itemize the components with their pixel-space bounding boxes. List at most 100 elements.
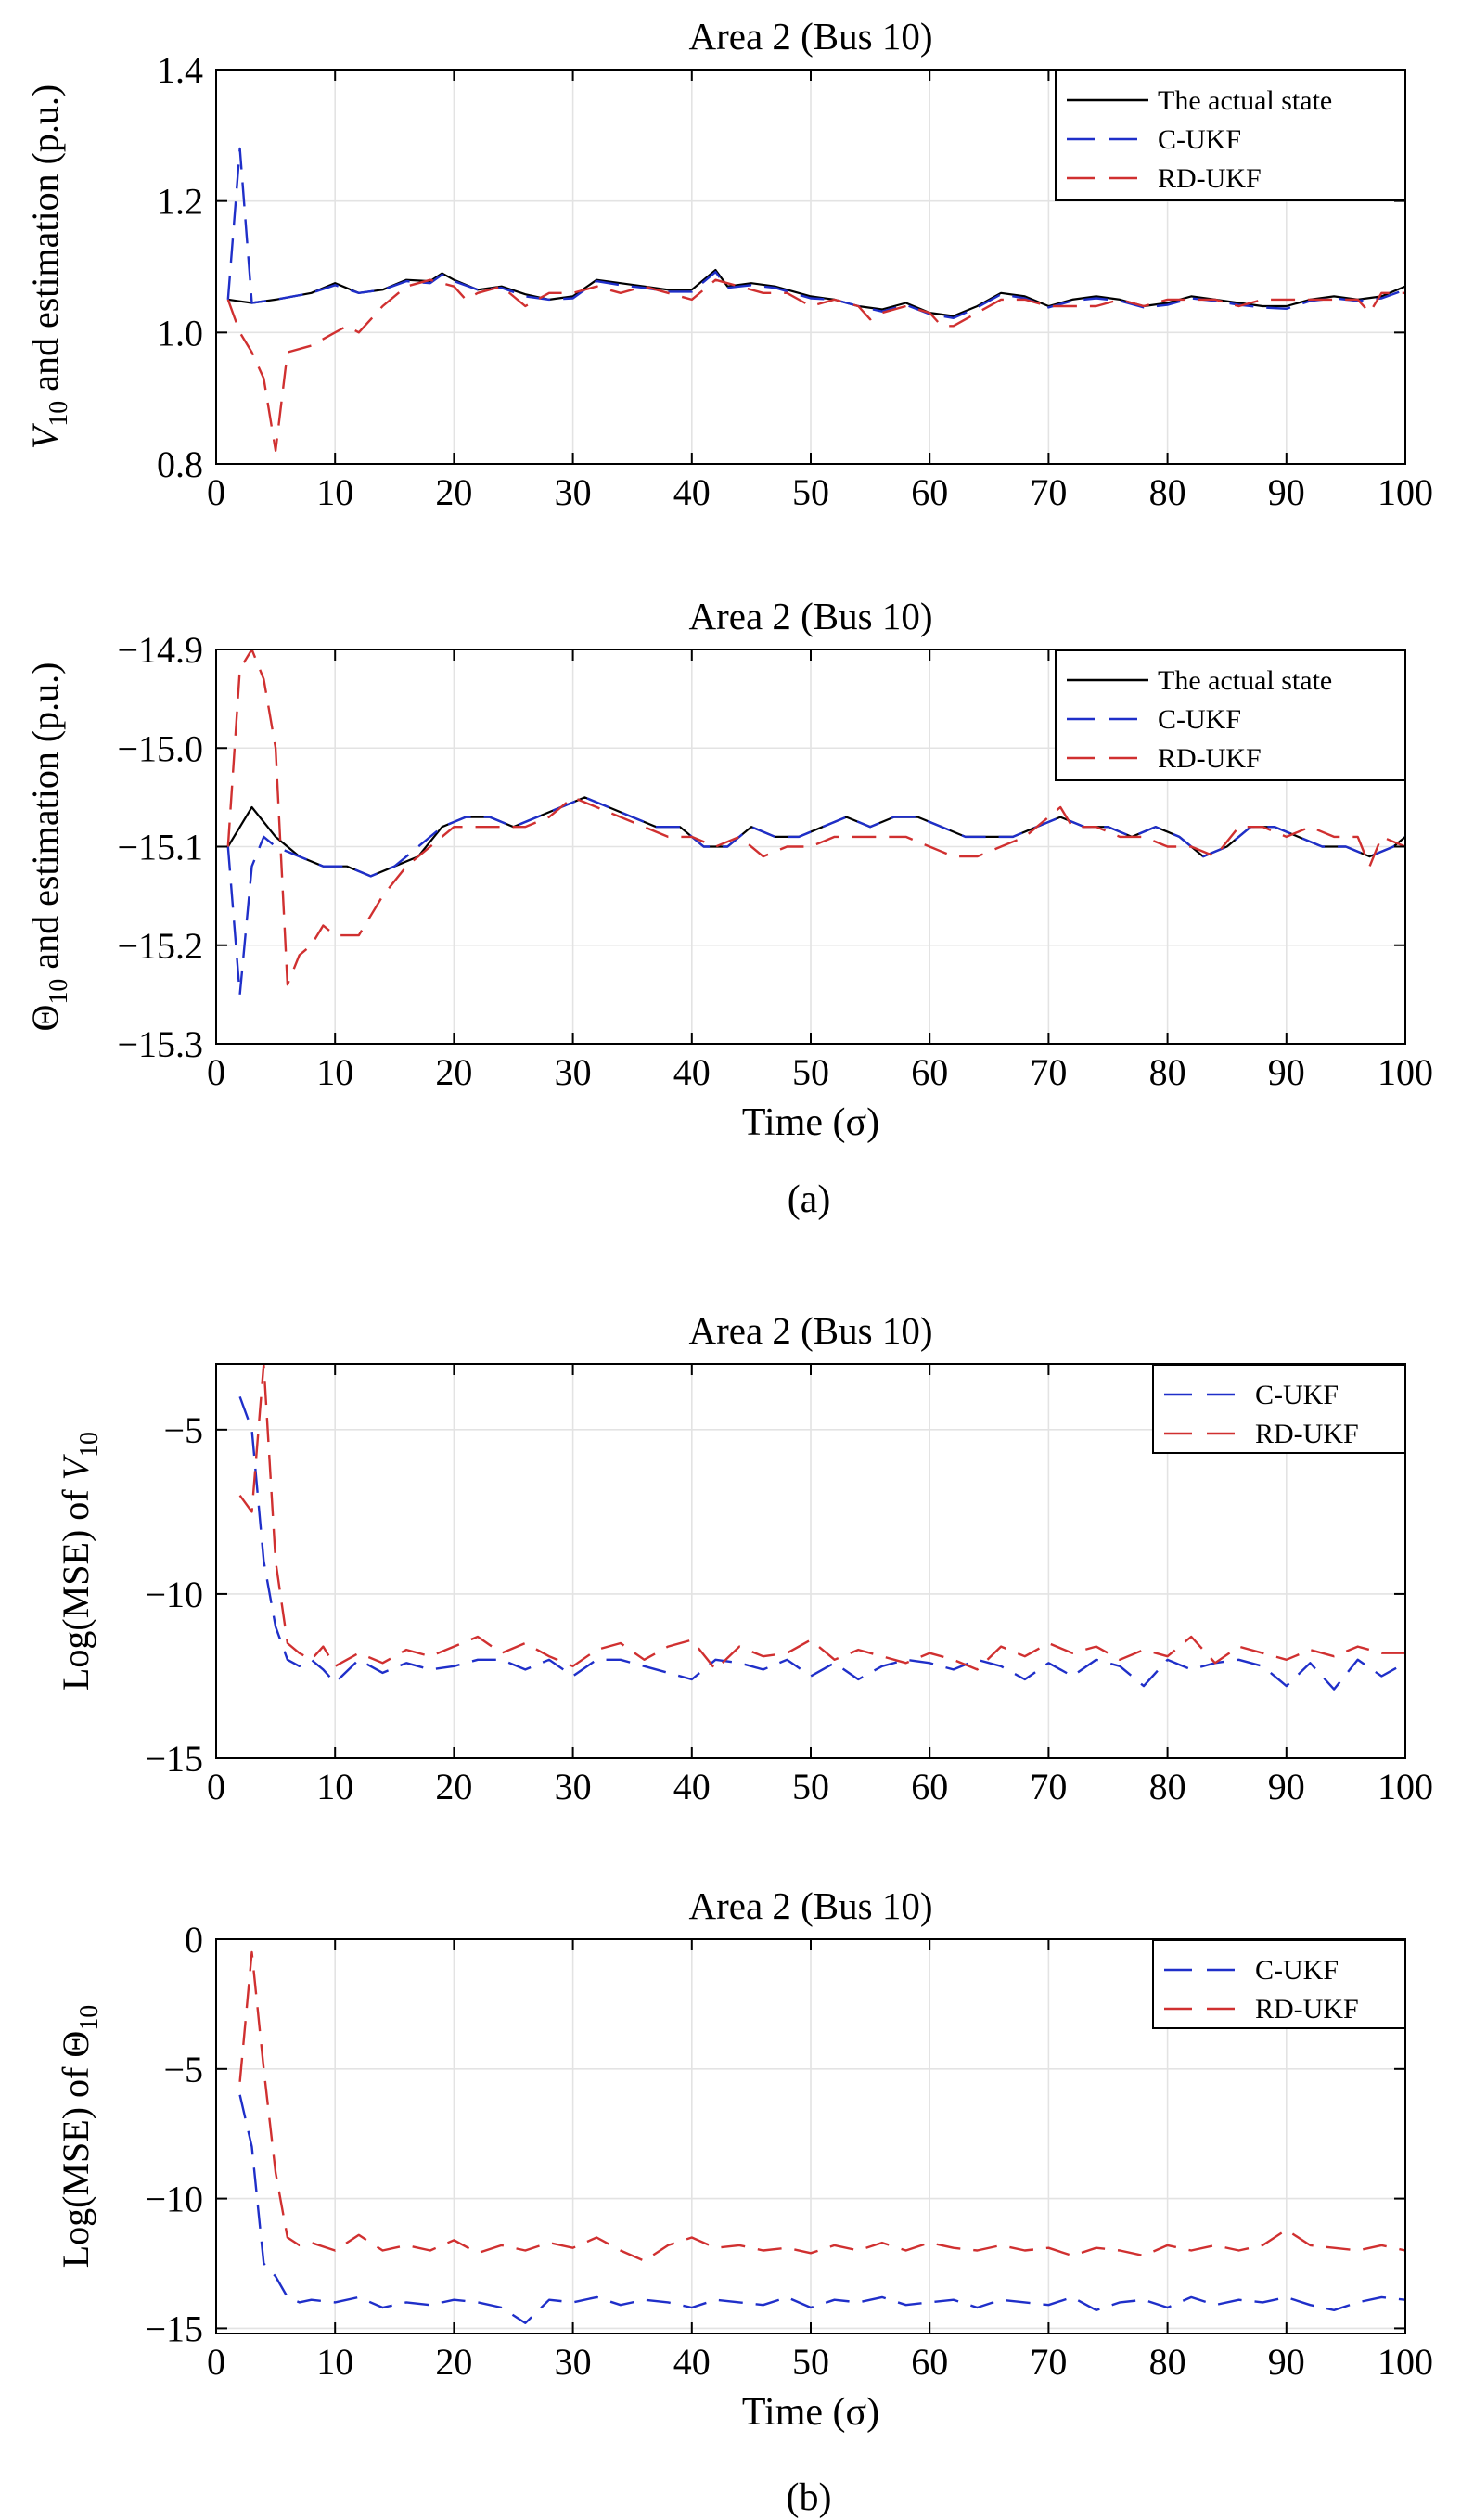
chart-p1: 0 10 20 30 40 50 60 70 80 90 100 0.8 1.0 1.2 1.4 Area 2…: [24, 15, 1433, 513]
x-tick-label: 40: [673, 471, 711, 513]
series-line-c-ukf: [238, 2094, 1405, 2325]
x-tick-label: 30: [555, 1766, 592, 1807]
x-tick-label: 40: [673, 2341, 711, 2383]
legend-box: [1152, 1364, 1406, 1454]
x-tick-label: 70: [1030, 2341, 1067, 2383]
x-tick-label: 90: [1268, 1051, 1305, 1093]
y-tick-label: −10: [145, 2179, 203, 2220]
x-tick-label: 70: [1030, 1051, 1067, 1093]
y-axis-label-subscript: 10: [45, 401, 73, 427]
x-tick-label: 0: [207, 471, 225, 513]
chart-p4: 0 10 20 30 40 50 60 70 80 90 100 −15 −10 −5 0 Area 2 (B…: [55, 1884, 1433, 2434]
series-line-rd-ukf: [226, 278, 1405, 452]
legend-label: RD-UKF: [1255, 1994, 1359, 2025]
x-tick-label: 70: [1030, 1766, 1067, 1807]
legend-label: C-UKF: [1255, 1955, 1339, 1986]
legend-label: C-UKF: [1255, 1380, 1339, 1410]
y-tick-label: −15.3: [117, 1023, 203, 1065]
chart-title: Area 2 (Bus 10): [688, 1884, 932, 1927]
x-tick-label: 80: [1149, 2341, 1186, 2383]
x-tick-label: 40: [673, 1766, 711, 1807]
series-line-c-ukf: [226, 796, 1405, 996]
y-tick-label: −15: [145, 1738, 203, 1780]
chart-title: Area 2 (Bus 10): [688, 595, 932, 637]
y-axis-label-subscript: 10: [75, 2005, 104, 2031]
x-tick-label: 30: [555, 2341, 592, 2383]
x-tick-label: 30: [555, 1051, 592, 1093]
y-tick-label: 0.8: [157, 444, 203, 485]
x-tick-label: 20: [435, 1051, 472, 1093]
y-tick-label: 0: [185, 1919, 203, 1961]
x-tick-label: 70: [1030, 471, 1067, 513]
y-axis-label: Θ10 and estimation (p.u.): [24, 662, 73, 1032]
y-tick-label: −14.9: [117, 629, 203, 671]
x-tick-label: 50: [792, 1051, 829, 1093]
legend-label: The actual state: [1158, 665, 1332, 696]
y-tick-label: −15: [145, 2308, 203, 2349]
x-tick-label: 90: [1268, 1766, 1305, 1807]
x-tick-label: 90: [1268, 471, 1305, 513]
y-axis-label-subscript: 10: [45, 979, 73, 1005]
x-tick-label: 60: [911, 1051, 948, 1093]
x-tick-label: 0: [207, 2341, 225, 2383]
x-tick-label: 60: [911, 471, 948, 513]
legend-label: The actual state: [1158, 85, 1332, 116]
x-tick-label: 20: [435, 471, 472, 513]
series-line-rd-ukf: [238, 1364, 1405, 1671]
y-axis-label: Log(MSE) of V10: [55, 1432, 104, 1691]
x-tick-label: 60: [911, 1766, 948, 1807]
chart-title: Area 2 (Bus 10): [688, 1309, 932, 1352]
y-axis-label-rest: and estimation (p.u.): [24, 662, 66, 979]
x-tick-label: 10: [316, 1051, 353, 1093]
legend: C-UKF RD-UKF: [1152, 1364, 1406, 1454]
y-axis-label-main: Log(MSE) of: [55, 1480, 96, 1691]
chart-p2: 0 10 20 30 40 50 60 70 80 90 100 −15.3 −15.2 −15.1 −15…: [24, 595, 1433, 1144]
series-line-the-actual-state: [226, 796, 1405, 878]
x-tick-label: 50: [792, 471, 829, 513]
x-tick-label: 10: [316, 2341, 353, 2383]
x-tick-label: 80: [1149, 471, 1186, 513]
x-tick-label: 30: [555, 471, 592, 513]
x-tick-label: 10: [316, 1766, 353, 1807]
x-tick-label: 90: [1268, 2341, 1305, 2383]
x-tick-label: 50: [792, 1766, 829, 1807]
x-tick-label: 20: [435, 1766, 472, 1807]
y-axis-label: V10 and estimation (p.u.): [24, 84, 73, 449]
legend-label: RD-UKF: [1158, 743, 1262, 774]
x-axis-label: Time (σ): [742, 1101, 879, 1144]
legend-label: C-UKF: [1158, 124, 1241, 155]
series-line-rd-ukf: [226, 649, 1405, 986]
caption-a: (a): [788, 1178, 831, 1221]
y-tick-label: 1.0: [157, 312, 203, 354]
x-tick-label: 80: [1149, 1051, 1186, 1093]
x-tick-label: 20: [435, 2341, 472, 2383]
series-line-c-ukf: [238, 1395, 1405, 1691]
legend-label: RD-UKF: [1158, 163, 1262, 194]
legend: C-UKF RD-UKF: [1152, 1939, 1406, 2029]
y-axis-label-main: Θ: [24, 1005, 66, 1032]
chart-p3: 0 10 20 30 40 50 60 70 80 90 100 −15 −10 −5 Area 2 (Bu…: [55, 1309, 1433, 1807]
x-tick-label: 100: [1378, 471, 1433, 513]
x-tick-label: 0: [207, 1051, 225, 1093]
y-axis-label-italic: V: [55, 1453, 96, 1480]
y-tick-label: −15.2: [117, 925, 203, 967]
y-tick-label: 1.4: [157, 49, 203, 91]
y-tick-label: −15.0: [117, 727, 203, 769]
caption-b: (b): [787, 2476, 832, 2519]
y-axis-label-subscript: 10: [75, 1432, 104, 1458]
legend-label: C-UKF: [1158, 704, 1241, 735]
y-tick-label: 1.2: [157, 181, 203, 223]
series-line-the-actual-state: [227, 268, 1405, 317]
x-axis-label: Time (σ): [742, 2391, 879, 2434]
chart-title: Area 2 (Bus 10): [688, 15, 932, 58]
x-tick-label: 100: [1378, 2341, 1433, 2383]
legend-box: [1152, 1939, 1406, 2029]
y-tick-label: −15.1: [117, 827, 203, 868]
x-tick-label: 100: [1378, 1766, 1433, 1807]
legend: The actual state C-UKF RD-UKF: [1055, 649, 1406, 781]
y-axis-label-rest: and estimation (p.u.): [24, 84, 66, 401]
x-tick-label: 10: [316, 471, 353, 513]
legend-label: RD-UKF: [1255, 1419, 1359, 1449]
x-tick-label: 100: [1378, 1051, 1433, 1093]
y-axis-label-main: Log(MSE) of Θ: [55, 2031, 96, 2269]
